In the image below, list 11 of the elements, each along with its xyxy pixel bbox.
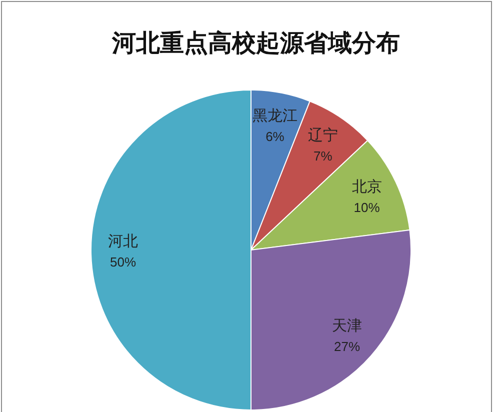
data-label: 50%	[110, 254, 136, 270]
slice-label: 北京	[352, 178, 382, 196]
slice-label: 天津	[332, 316, 362, 335]
data-label: 27%	[334, 339, 360, 354]
data-label: 10%	[354, 200, 380, 215]
slice-label: 辽宁	[308, 126, 338, 144]
chart-title: 河北重点高校起源省域分布	[110, 28, 401, 58]
slice-label: 河北	[108, 232, 138, 250]
data-label: 6%	[266, 128, 285, 144]
slice-label: 黑龙江	[252, 106, 298, 124]
data-label: 7%	[314, 148, 333, 164]
